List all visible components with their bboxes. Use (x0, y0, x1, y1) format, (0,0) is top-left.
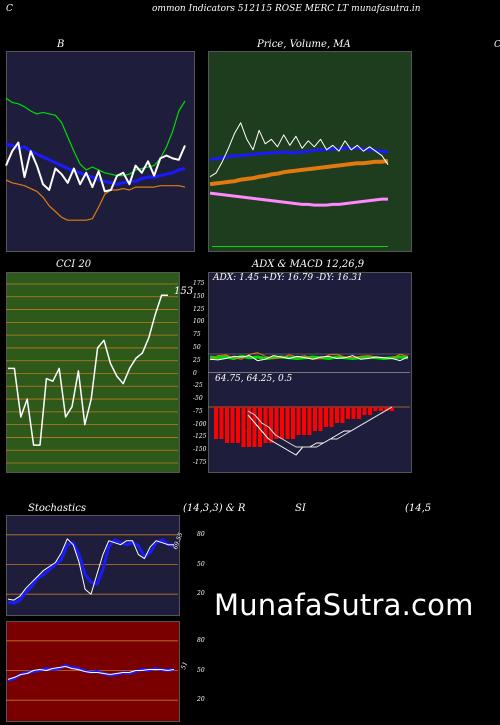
macd-bar (368, 407, 372, 415)
cci-tick-label: -50 (193, 395, 203, 403)
cci-tick-label: 0 (193, 369, 197, 377)
adx-plot (208, 352, 410, 362)
rsi-tick-label: 80 (197, 636, 205, 644)
macd-bar (285, 407, 290, 439)
macd-bar (296, 407, 301, 435)
stochastics-tick-label: 20 (197, 590, 205, 598)
watermark: MunafaSutra.com (214, 588, 474, 622)
stochastics-title: Stochastics (28, 503, 86, 514)
macd-bar (318, 407, 323, 431)
rsi-series-1 (7, 666, 175, 680)
rsi-title: SI (295, 503, 306, 514)
rsi-tick-label: 50 (197, 666, 205, 674)
stochastics-series-1 (7, 538, 174, 601)
macd-bar (236, 407, 240, 443)
macd-bar (269, 407, 273, 443)
cci-tick-label: -150 (193, 446, 207, 454)
header-title: ommon Indicators 512115 ROSE MERC LT mun… (152, 4, 421, 14)
macd-bar (357, 407, 361, 419)
macd-bar (274, 407, 279, 439)
macd-readout: 64.75, 64.25, 0.5 (215, 374, 293, 384)
cci-last-label: 153 (174, 286, 194, 297)
macd-bar (252, 407, 257, 447)
macd-bar (362, 407, 367, 415)
macd-bar (258, 407, 262, 447)
cci-tick-label: -25 (193, 382, 203, 390)
stochastics-panel (6, 515, 180, 616)
macd-bar (329, 407, 334, 427)
stochastics-tick-label: 80 (197, 530, 205, 538)
macd-bar (384, 407, 389, 411)
cci-series-0 (8, 294, 168, 446)
cci-plot (6, 283, 178, 464)
macd-bar (346, 407, 350, 419)
macd-bar (214, 407, 218, 439)
cci-tick-label: 25 (193, 356, 201, 364)
stochastics-tick-label: 50 (197, 560, 205, 568)
macd-bar (291, 407, 295, 439)
macd-bar (373, 407, 378, 411)
header-right-letter: C (494, 40, 500, 50)
stochastics-plot (6, 534, 178, 605)
macd-bar (230, 407, 235, 443)
volume-baseline (212, 246, 388, 247)
rsi-params: (14,5 (405, 503, 432, 514)
price-ma-plot (209, 122, 389, 207)
cci-tick-label: -75 (193, 407, 203, 415)
price_ma-series-2 (209, 146, 389, 161)
price_ma-series-3 (209, 122, 389, 178)
cci-tick-label: 175 (193, 280, 205, 287)
cci-tick-label: -175 (193, 459, 207, 466)
macd-plot (208, 406, 410, 456)
macd-bar (340, 407, 345, 423)
cci-tick-label: 50 (193, 343, 201, 351)
cci-tick-label: 150 (193, 292, 205, 300)
cci-tick-label: 100 (193, 318, 205, 326)
bollinger-title: B (57, 39, 65, 50)
price_ma-series-0 (209, 191, 388, 207)
cci-tick-label: -125 (193, 433, 207, 441)
adx-macd-title: ADX & MACD 12,26,9 (252, 259, 365, 270)
cci-panel (6, 272, 180, 473)
macd-bar (219, 407, 224, 439)
adx-readout: ADX: 1.45 +DY: 16.79 -DY: 16.31 (213, 273, 363, 283)
price-ma-title: Price, Volume, MA (257, 39, 351, 50)
macd-bar (307, 407, 312, 435)
macd-bar (280, 407, 284, 439)
macd-bar (225, 407, 229, 443)
adx-macd-divider (208, 372, 410, 373)
header-left-letter: C (6, 4, 13, 14)
macd-bar (335, 407, 339, 423)
cci-tick-label: 75 (193, 331, 201, 339)
adx-series-2 (209, 355, 409, 362)
macd-bar (379, 407, 383, 411)
bollinger-series-2 (5, 179, 186, 221)
stochastics-params: (14,3,3) & R (183, 503, 246, 514)
bollinger-plot (5, 97, 186, 221)
cci-tick-label: 125 (193, 305, 205, 313)
rsi-tick-label: 20 (197, 696, 205, 704)
price_ma-series-1 (209, 159, 389, 187)
macd-series-1 (247, 406, 393, 448)
macd-bar (351, 407, 356, 419)
bollinger-series-3 (5, 141, 186, 193)
cci-title: CCI 20 (56, 259, 92, 270)
bollinger-series-0 (5, 97, 186, 177)
cci-tick-label: -100 (193, 420, 207, 428)
macd-bar (324, 407, 328, 427)
macd-bar (313, 407, 317, 431)
macd-bar (241, 407, 246, 447)
macd-bar (302, 407, 306, 435)
macd-bar (390, 407, 394, 411)
rsi-last-label: 51 (180, 660, 190, 671)
rsi-plot (6, 640, 178, 701)
macd-bar (247, 407, 251, 447)
